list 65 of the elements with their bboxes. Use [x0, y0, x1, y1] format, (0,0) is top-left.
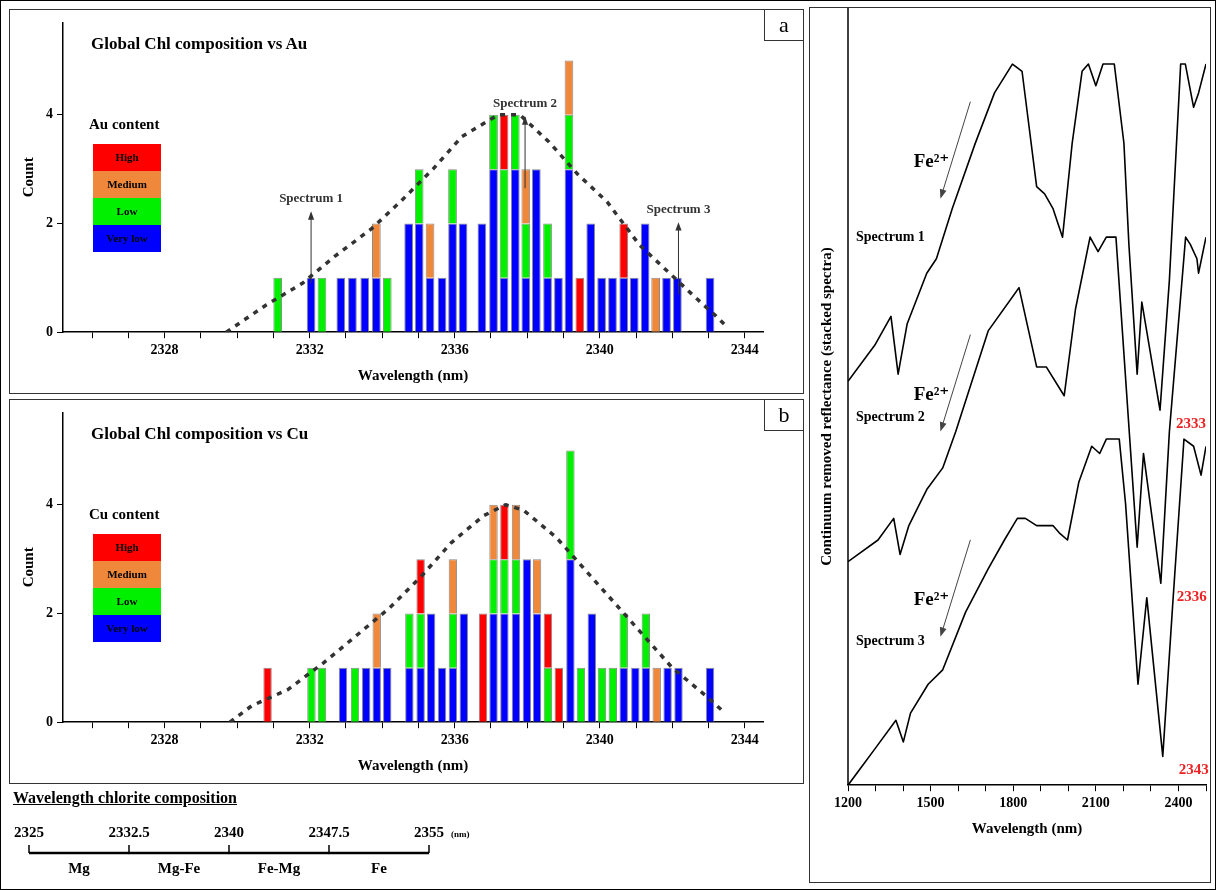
y-axis-title: Count	[19, 547, 36, 588]
x-tick-label: 1200	[834, 795, 862, 811]
x-tick-label: 2332	[295, 342, 324, 358]
x-tick-label: 2332.5	[108, 824, 150, 841]
text: Global Chl composition vs Cu	[91, 423, 309, 443]
x-tick-label: 2400	[1164, 795, 1193, 811]
legend-title: Cu content	[89, 506, 160, 524]
x-tick-label: 2344	[730, 342, 759, 358]
series-label: Mg	[68, 860, 91, 877]
y-tick-label: 2	[46, 605, 53, 621]
annotation: Fe²⁺	[913, 382, 950, 404]
x-tick-label: 1500	[916, 795, 945, 811]
annotation: Spectrum 2	[493, 95, 558, 111]
legend-title: Au content	[89, 116, 160, 134]
annotation: Spectrum 1	[279, 190, 344, 206]
x-tick-label: 2328	[150, 732, 179, 748]
chart-title: Wavelength chlorite composition	[13, 789, 237, 807]
text: Medium	[93, 561, 161, 589]
x-tick-label: 2340	[214, 824, 244, 841]
text: High	[93, 144, 161, 172]
text: Low	[93, 588, 161, 616]
series-label: Spectrum 1	[856, 228, 925, 244]
x-tick-label: 2347.5	[308, 824, 350, 841]
y-tick-label: 4	[46, 496, 53, 512]
annotation: 2336	[1176, 587, 1208, 604]
text: b	[764, 399, 804, 431]
annotation: Fe²⁺	[913, 587, 950, 609]
x-axis-title: Wavelength (nm)	[971, 819, 1083, 837]
x-tick-label: 2340	[585, 732, 614, 748]
text: Global Chl composition vs Au	[91, 33, 308, 53]
y-tick-label: 4	[46, 106, 53, 122]
x-tick-label: 2344	[730, 732, 759, 748]
text: a	[764, 9, 804, 41]
y-axis-title: Continuum removed reflectance (stacked spectra)	[817, 247, 835, 566]
annotation: 2333	[1176, 414, 1207, 431]
x-tick-label: 2332	[295, 732, 324, 748]
x-axis-title: Wavelength (nm)	[357, 756, 469, 774]
y-tick-label: 0	[46, 713, 53, 729]
x-tick-label: 1800	[999, 795, 1028, 811]
x-tick-label: 2328	[150, 342, 179, 358]
x-tick-label: 2325	[14, 824, 44, 841]
text: Spectrum 2	[856, 409, 925, 425]
x-tick-label: 2336	[440, 732, 469, 748]
x-axis-title: (nm)	[451, 829, 470, 840]
x-tick-label: 2100	[1081, 795, 1110, 811]
text: Medium	[93, 171, 161, 199]
series-label: Mg-Fe	[157, 860, 201, 877]
line-series	[228, 503, 725, 723]
x-tick-label: 2336	[440, 342, 469, 358]
x-axis-title: Wavelength (nm)	[357, 366, 469, 384]
text: Very low	[93, 615, 161, 643]
series-label: Fe	[371, 860, 388, 877]
y-tick-label: 0	[46, 323, 53, 339]
series-label: Fe-Mg	[257, 860, 301, 877]
annotation: 2343	[1178, 760, 1209, 777]
text: High	[93, 534, 161, 562]
x-tick-label: 2340	[585, 342, 614, 358]
annotation: Fe²⁺	[913, 149, 950, 171]
y-axis-title: Count	[19, 157, 36, 198]
text: Low	[93, 198, 161, 226]
annotation: Spectrum 3	[646, 201, 711, 217]
series-label: Spectrum 3	[856, 632, 925, 648]
y-tick-label: 2	[46, 215, 53, 231]
text: Very low	[93, 225, 161, 253]
x-tick-label: 2355	[414, 824, 444, 841]
